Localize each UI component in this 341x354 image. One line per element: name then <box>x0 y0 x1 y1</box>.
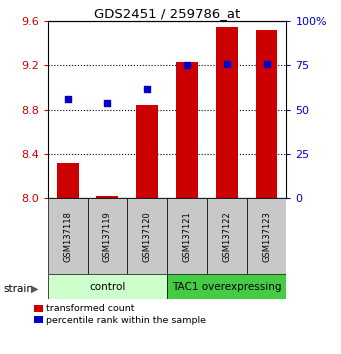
Text: GSM137118: GSM137118 <box>63 211 72 262</box>
Point <box>105 100 110 105</box>
Title: GDS2451 / 259786_at: GDS2451 / 259786_at <box>94 7 240 20</box>
Bar <box>216 27 238 198</box>
Bar <box>97 196 118 198</box>
Text: TAC1 overexpressing: TAC1 overexpressing <box>172 282 282 292</box>
Text: GSM137120: GSM137120 <box>143 211 152 262</box>
Bar <box>48 198 88 274</box>
Text: GSM137123: GSM137123 <box>262 211 271 262</box>
Bar <box>57 163 78 198</box>
Legend: transformed count, percentile rank within the sample: transformed count, percentile rank withi… <box>34 304 206 325</box>
Bar <box>167 274 286 299</box>
Point <box>224 61 229 67</box>
Text: GSM137122: GSM137122 <box>222 211 231 262</box>
Point <box>145 86 150 91</box>
Text: strain: strain <box>3 284 33 293</box>
Bar <box>207 198 247 274</box>
Bar <box>48 274 167 299</box>
Bar <box>136 105 158 198</box>
Bar <box>247 198 286 274</box>
Bar <box>167 198 207 274</box>
Point <box>184 63 190 68</box>
Text: GSM137121: GSM137121 <box>182 211 192 262</box>
Bar <box>88 198 127 274</box>
Text: ▶: ▶ <box>31 284 38 293</box>
Bar <box>176 62 198 198</box>
Point <box>65 96 70 102</box>
Text: GSM137119: GSM137119 <box>103 211 112 262</box>
Bar <box>127 198 167 274</box>
Bar <box>256 30 278 198</box>
Text: control: control <box>89 282 125 292</box>
Point <box>264 61 269 67</box>
